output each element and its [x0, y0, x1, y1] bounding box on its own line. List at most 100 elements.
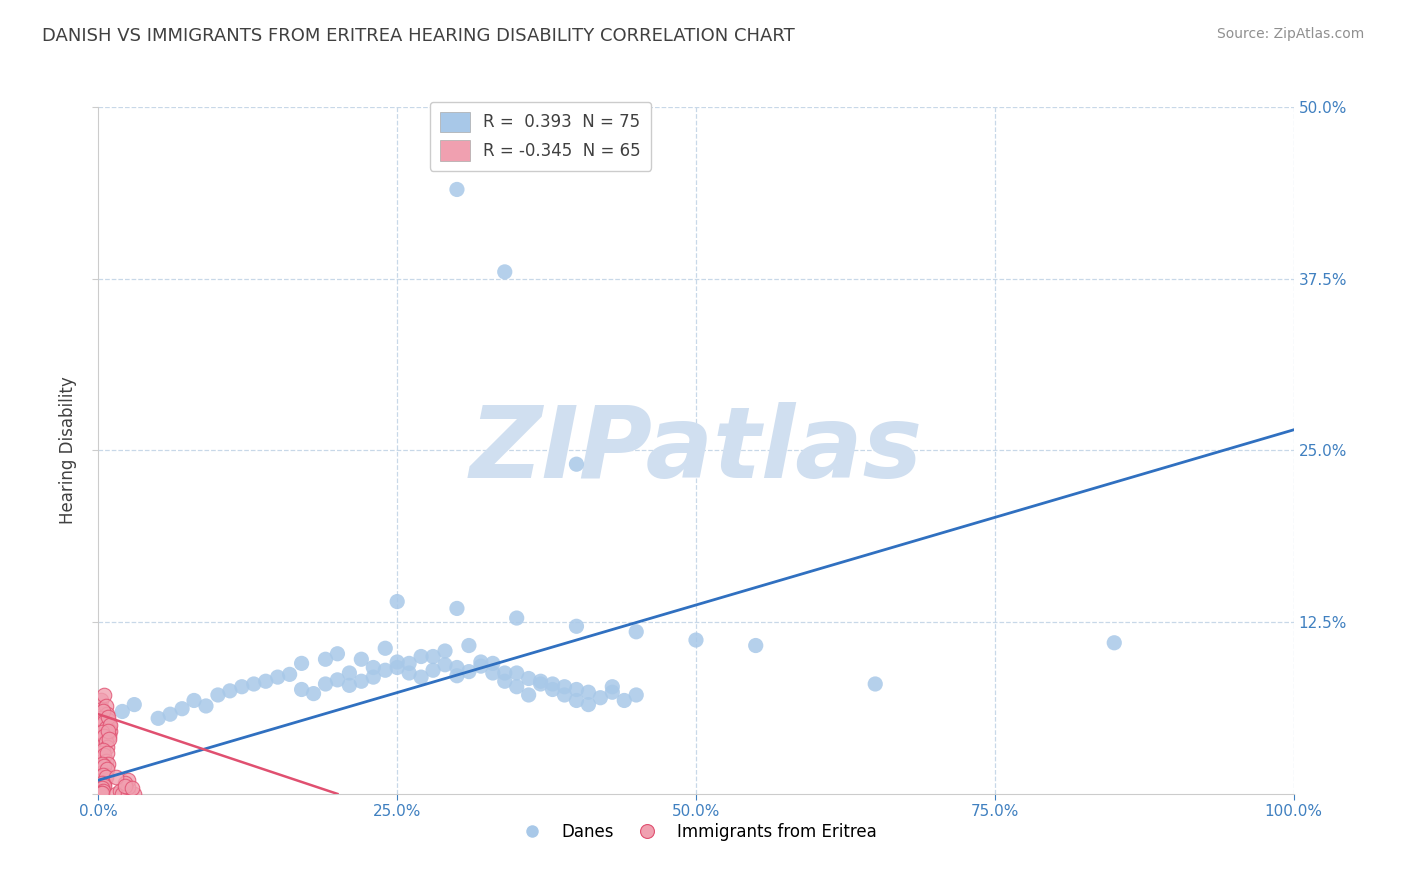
Point [243, 677, 266, 691]
Point [91, 781, 114, 796]
Point [446, 660, 468, 674]
Point [94, 767, 117, 781]
Point [339, 678, 361, 692]
Point [91, 705, 114, 719]
Point [385, 594, 409, 608]
Point [94, 754, 117, 768]
Point [446, 182, 468, 196]
Point [470, 655, 492, 669]
Point [626, 624, 648, 639]
Point [117, 773, 139, 788]
Point [98, 729, 121, 743]
Point [111, 787, 134, 801]
Point [434, 657, 457, 672]
Point [315, 677, 337, 691]
Point [578, 698, 600, 712]
Point [541, 682, 564, 697]
Point [96, 726, 118, 740]
Point [91, 764, 114, 779]
Point [90, 762, 112, 776]
Point [326, 647, 349, 661]
Point [183, 693, 205, 707]
Point [105, 787, 128, 801]
Point [602, 685, 624, 699]
Text: Source: ZipAtlas.com: Source: ZipAtlas.com [1216, 27, 1364, 41]
Point [517, 672, 540, 686]
Point [411, 670, 433, 684]
Point [148, 711, 170, 725]
Point [745, 639, 768, 653]
Point [446, 601, 468, 615]
Point [91, 785, 114, 799]
Point [589, 690, 612, 705]
Point [458, 639, 481, 653]
Point [422, 663, 444, 677]
Point [93, 759, 115, 773]
Point [530, 677, 553, 691]
Point [339, 665, 361, 680]
Point [385, 660, 409, 674]
Point [97, 713, 120, 727]
Point [91, 702, 114, 716]
Point [94, 721, 117, 735]
Point [530, 674, 553, 689]
Point [90, 771, 112, 785]
Point [385, 655, 409, 669]
Point [96, 707, 118, 722]
Point [541, 677, 564, 691]
Point [458, 665, 481, 679]
Point [94, 698, 117, 713]
Point [446, 669, 468, 683]
Point [91, 718, 114, 732]
Point [91, 784, 114, 798]
Point [114, 776, 136, 790]
Point [98, 731, 121, 746]
Point [97, 710, 120, 724]
Point [91, 738, 114, 752]
Point [97, 723, 120, 738]
Point [315, 652, 337, 666]
Point [207, 688, 229, 702]
Point [91, 743, 114, 757]
Point [90, 784, 112, 798]
Point [363, 670, 385, 684]
Point [93, 776, 115, 790]
Point [554, 680, 576, 694]
Point [159, 707, 181, 722]
Point [91, 725, 114, 739]
Point [91, 767, 114, 781]
Point [602, 680, 624, 694]
Point [350, 674, 373, 689]
Point [96, 740, 118, 755]
Legend: Danes, Immigrants from Eritrea: Danes, Immigrants from Eritrea [508, 816, 884, 847]
Point [90, 746, 112, 760]
Point [90, 711, 112, 725]
Point [1104, 636, 1126, 650]
Point [398, 665, 420, 680]
Point [94, 734, 117, 748]
Point [97, 756, 120, 771]
Point [124, 698, 146, 712]
Point [398, 657, 420, 671]
Point [90, 693, 112, 707]
Point [219, 683, 242, 698]
Point [267, 670, 290, 684]
Point [554, 688, 576, 702]
Point [108, 784, 131, 798]
Point [626, 688, 648, 702]
Point [291, 682, 314, 697]
Point [481, 657, 505, 671]
Point [613, 693, 636, 707]
Point [93, 729, 115, 743]
Point [517, 688, 540, 702]
Point [326, 673, 349, 687]
Point [98, 718, 122, 732]
Point [93, 779, 115, 793]
Point [98, 718, 121, 732]
Point [90, 785, 112, 799]
Point [254, 674, 277, 689]
Point [278, 667, 301, 681]
Point [350, 652, 373, 666]
Point [470, 659, 492, 673]
Point [434, 644, 457, 658]
